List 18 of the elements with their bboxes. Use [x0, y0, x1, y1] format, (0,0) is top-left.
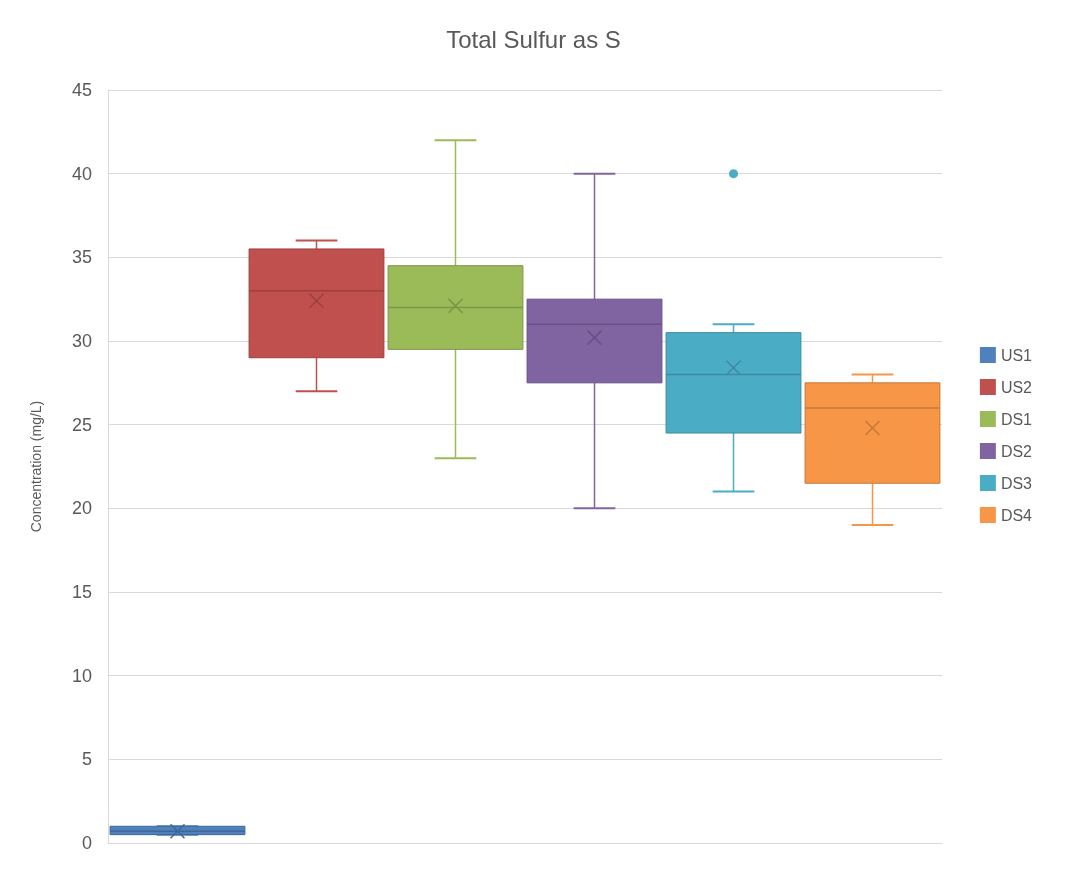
legend-label: US2: [1000, 378, 1033, 396]
y-tick-label: 30: [71, 331, 92, 351]
legend-label: DS4: [1000, 506, 1033, 524]
legend-label: DS3: [1000, 474, 1033, 492]
y-tick-label: 0: [81, 833, 92, 853]
legend-label: DS2: [1000, 442, 1033, 460]
y-tick-label: 40: [71, 163, 92, 184]
y-tick-label: 35: [71, 247, 92, 268]
chart-title: Total Sulfur as S: [446, 25, 621, 53]
y-tick-label: 20: [71, 498, 92, 519]
y-tick-label: 25: [71, 414, 92, 435]
y-axis-title: Concentration (mg/L): [28, 400, 44, 533]
legend-label: US1: [1000, 346, 1033, 364]
legend-label: DS1: [1000, 410, 1033, 428]
y-tick-label: 45: [71, 80, 92, 100]
y-tick-label: 5: [81, 749, 92, 770]
y-tick-label: 10: [71, 665, 92, 686]
y-tick-label: 15: [71, 582, 92, 602]
